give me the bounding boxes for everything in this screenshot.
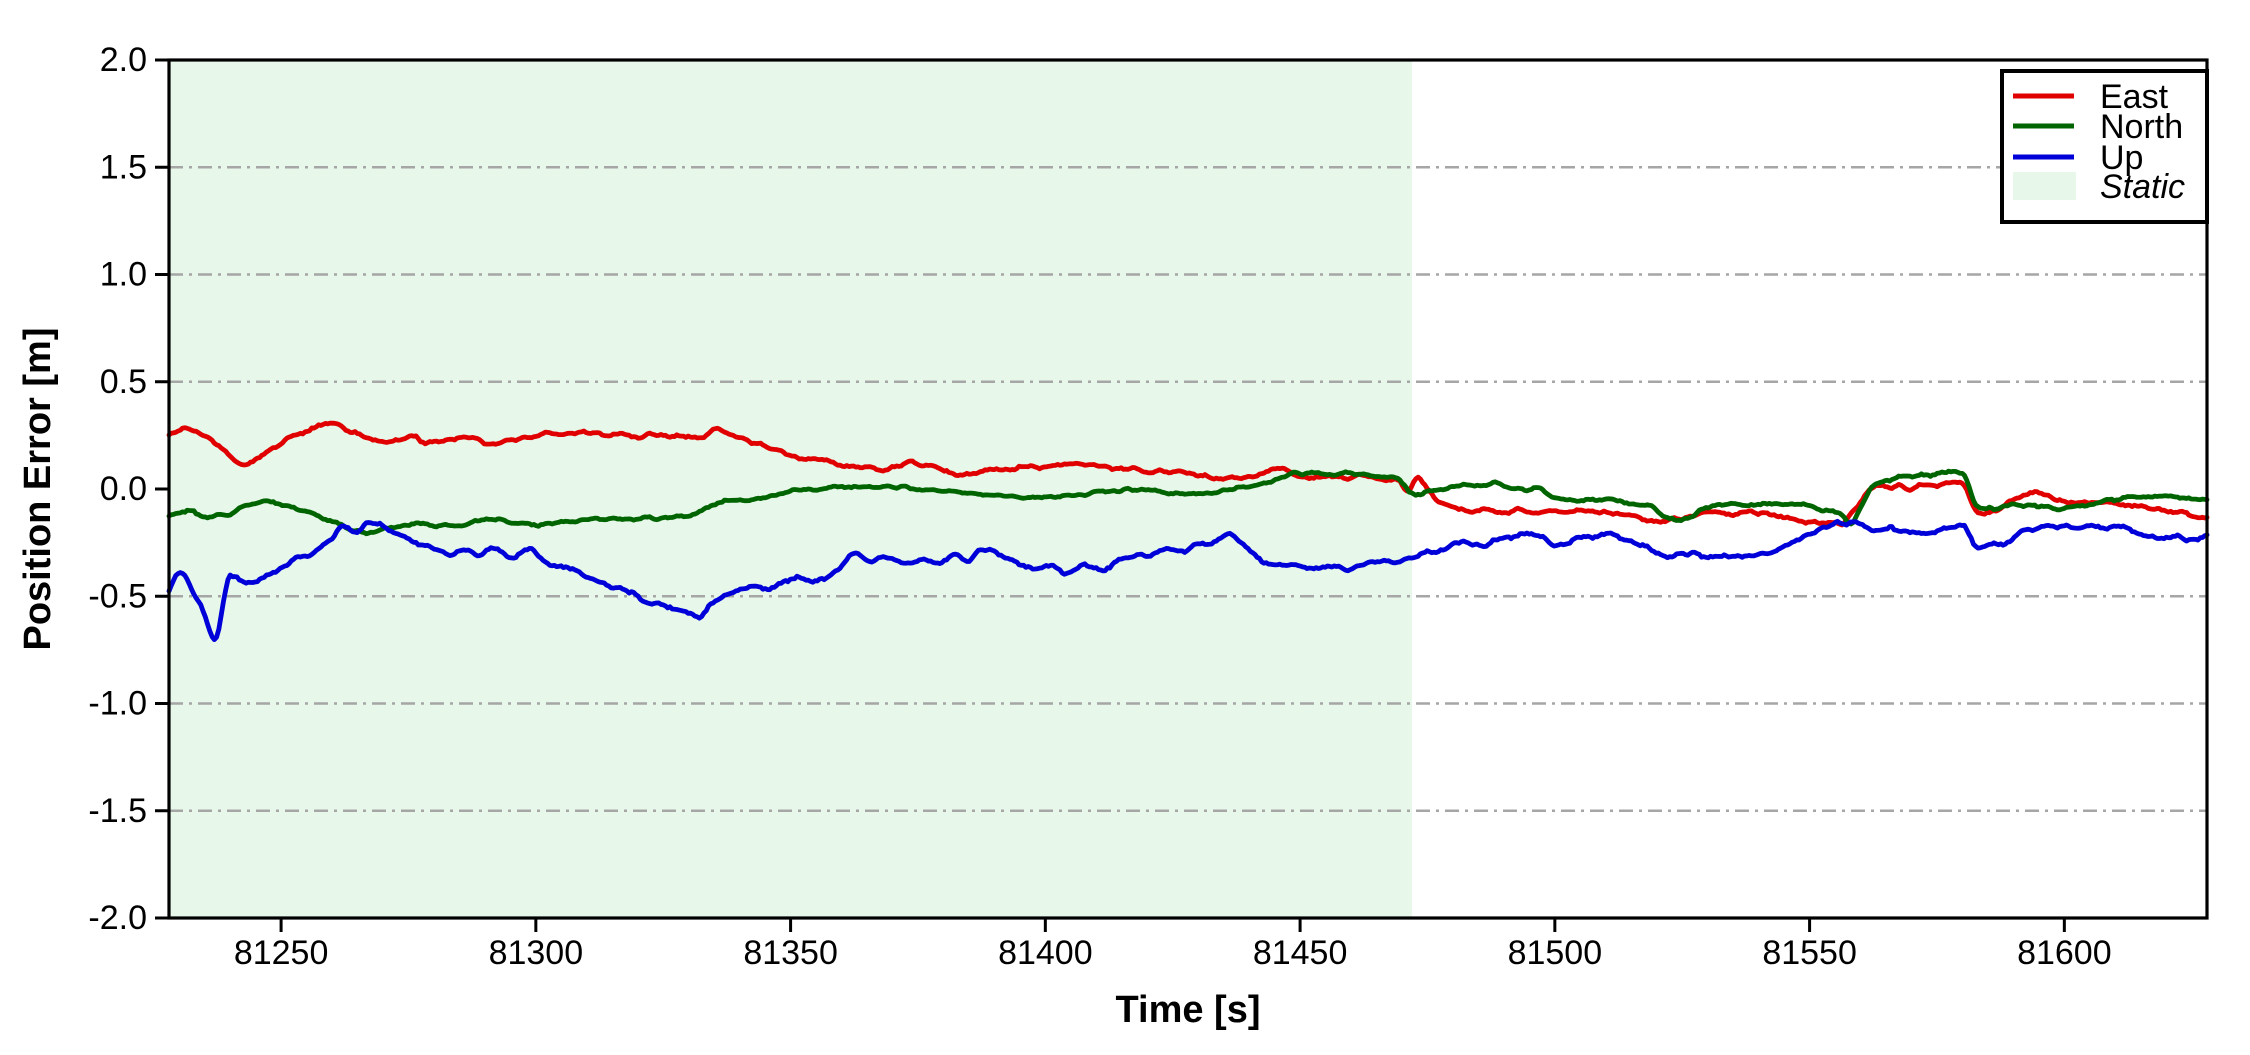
svg-text:-1.0: -1.0 [88, 685, 147, 723]
svg-text:-1.5: -1.5 [88, 792, 147, 830]
svg-text:1.5: 1.5 [100, 148, 147, 186]
svg-text:Position Error [m]: Position Error [m] [17, 327, 59, 650]
svg-text:0.5: 0.5 [100, 363, 147, 401]
svg-text:2.0: 2.0 [100, 41, 147, 79]
svg-text:81450: 81450 [1253, 934, 1348, 972]
svg-text:81300: 81300 [489, 934, 584, 972]
svg-text:81400: 81400 [998, 934, 1093, 972]
svg-text:-0.5: -0.5 [88, 577, 147, 615]
svg-text:0.0: 0.0 [100, 470, 147, 508]
svg-text:1.0: 1.0 [100, 256, 147, 294]
svg-text:81550: 81550 [1762, 934, 1857, 972]
svg-text:Time [s]: Time [s] [1115, 989, 1260, 1031]
svg-text:81600: 81600 [2017, 934, 2112, 972]
svg-text:81500: 81500 [1508, 934, 1603, 972]
svg-text:-2.0: -2.0 [88, 899, 147, 937]
svg-text:81250: 81250 [234, 934, 329, 972]
svg-text:Static: Static [2100, 168, 2185, 206]
svg-text:81350: 81350 [743, 934, 838, 972]
